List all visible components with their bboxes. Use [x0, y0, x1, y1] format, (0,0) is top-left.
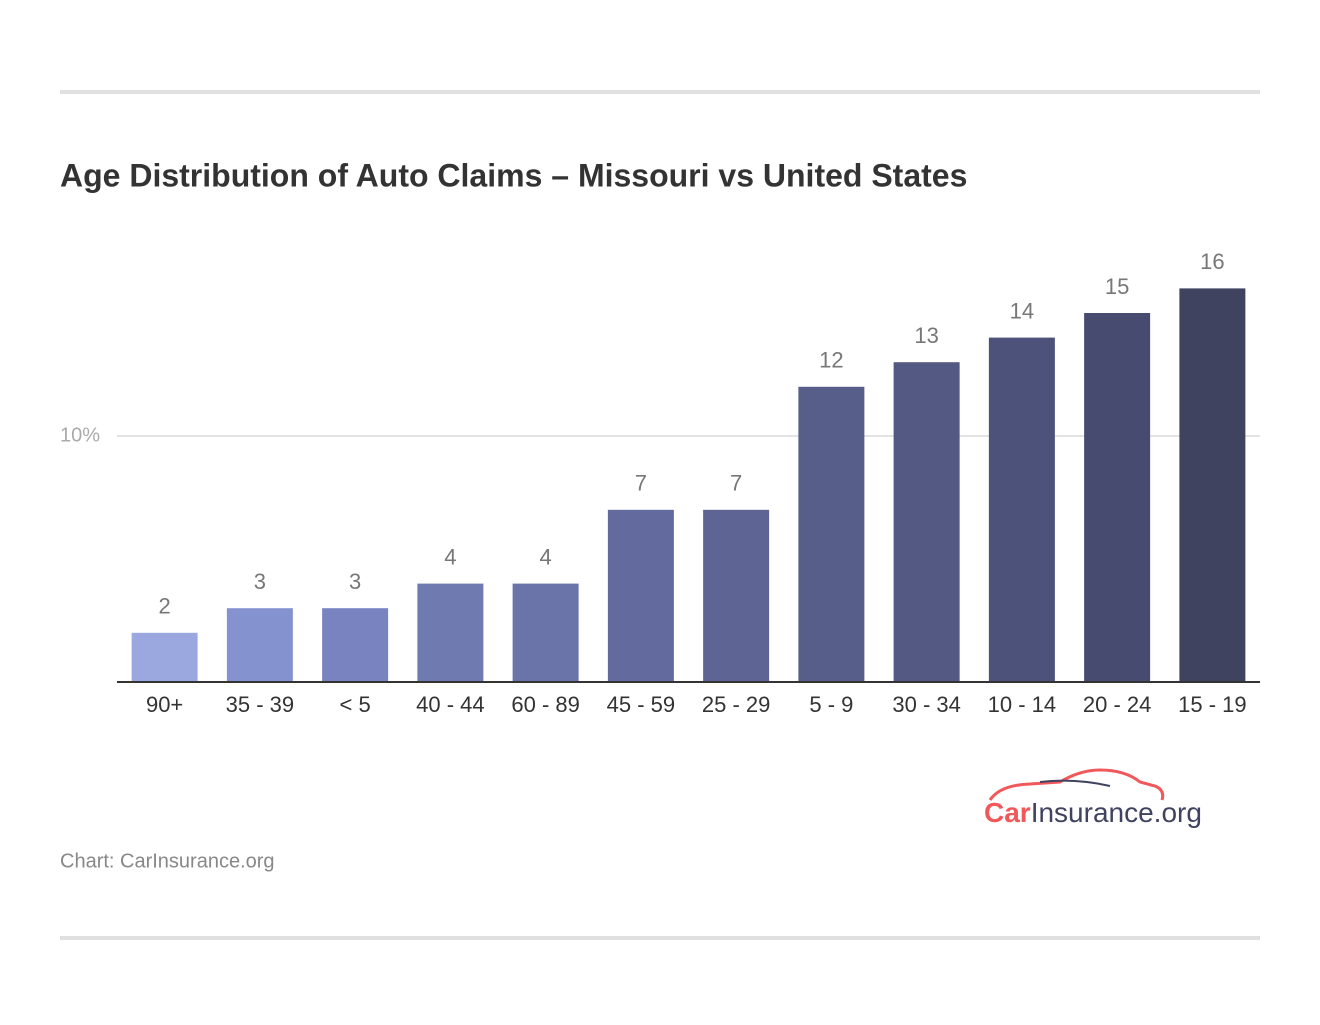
top-rule [60, 90, 1260, 94]
bar [417, 583, 484, 682]
y-tick-label: 10% [60, 424, 100, 446]
logo-accent: Car [984, 797, 1031, 828]
value-label: 3 [254, 569, 266, 594]
x-tick-label: 5 - 9 [809, 692, 853, 717]
x-tick-label: 40 - 44 [416, 692, 485, 717]
chart-title: Age Distribution of Auto Claims – Missou… [60, 157, 967, 193]
bar [703, 509, 770, 682]
bar [988, 337, 1055, 682]
x-tick-label: < 5 [340, 692, 371, 717]
logo-text: CarInsurance.org [984, 797, 1202, 828]
x-tick-label: 25 - 29 [702, 692, 771, 717]
logo-car-window [1039, 779, 1111, 787]
bottom-rule [60, 936, 1260, 940]
value-label: 2 [159, 594, 171, 619]
bar [798, 386, 865, 682]
bar [1084, 313, 1151, 682]
bar [1179, 288, 1246, 682]
value-label: 13 [914, 323, 938, 348]
value-label: 7 [635, 471, 647, 496]
x-tick-label: 60 - 89 [511, 692, 580, 717]
bar [131, 632, 198, 682]
value-label: 14 [1010, 298, 1034, 323]
x-tick-label: 30 - 34 [892, 692, 961, 717]
bar [226, 608, 293, 682]
logo: CarInsurance.org [984, 768, 1202, 828]
value-label: 4 [444, 544, 456, 569]
bar [512, 583, 579, 682]
value-label: 12 [819, 348, 843, 373]
bar [893, 362, 960, 682]
value-label: 3 [349, 569, 361, 594]
x-tick-label: 15 - 19 [1178, 692, 1247, 717]
source: Chart: CarInsurance.org [60, 850, 275, 872]
x-tick-label: 35 - 39 [226, 692, 295, 717]
logo-car [988, 768, 1165, 801]
value-label: 4 [540, 544, 552, 569]
value-label: 15 [1105, 274, 1129, 299]
bar [607, 509, 674, 682]
x-tick-label: 20 - 24 [1083, 692, 1152, 717]
x-tick-label: 10 - 14 [988, 692, 1057, 717]
bar [322, 608, 389, 682]
value-label: 7 [730, 471, 742, 496]
logo-rest: Insurance.org [1031, 797, 1202, 828]
x-tick-label: 45 - 59 [607, 692, 676, 717]
value-label: 16 [1200, 249, 1224, 274]
x-tick-label: 90+ [146, 692, 183, 717]
